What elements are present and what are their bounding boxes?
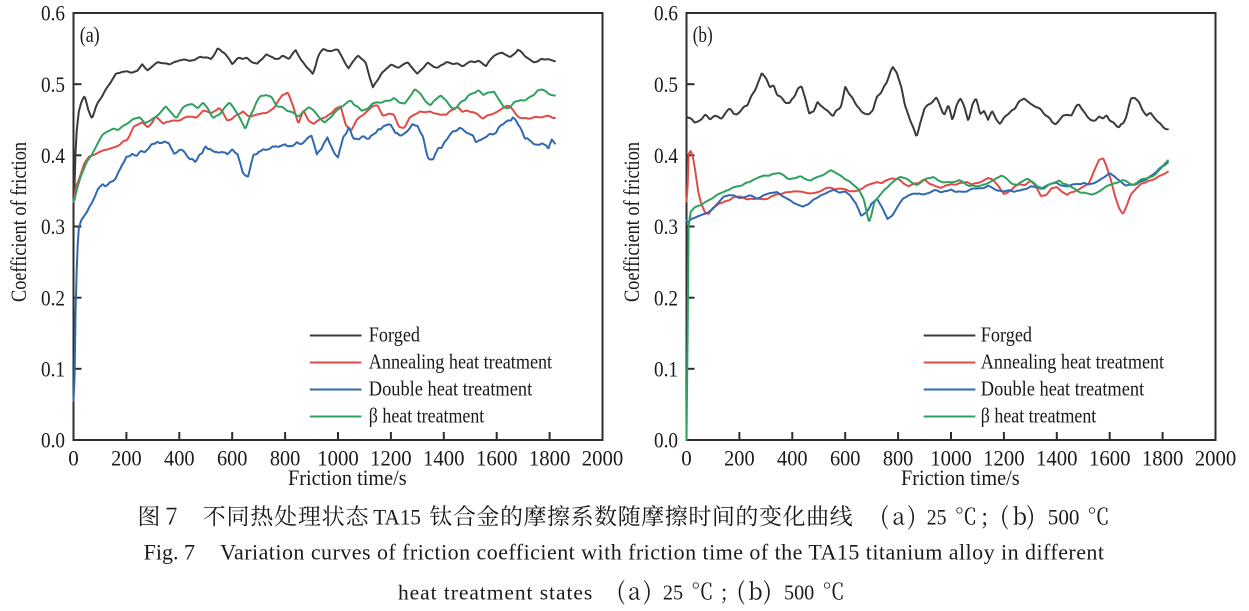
svg-text:1800: 1800 [529,445,571,470]
svg-text:25: 25 [663,581,683,605]
svg-text:1600: 1600 [1089,445,1131,470]
svg-text:25: 25 [927,505,947,530]
svg-text:2000: 2000 [1195,445,1237,470]
svg-text:1400: 1400 [1036,445,1078,470]
svg-text:0: 0 [68,445,79,470]
svg-text:0.2: 0.2 [41,285,65,310]
svg-text:0.6: 0.6 [654,1,678,26]
svg-text:(a): (a) [80,22,100,47]
svg-text:1200: 1200 [983,445,1025,470]
svg-text:Annealing heat treatment: Annealing heat treatment [981,349,1164,373]
svg-text:0.4: 0.4 [654,143,678,168]
svg-text:TA15: TA15 [373,505,421,530]
svg-text:800: 800 [883,445,914,470]
svg-text:500: 500 [784,581,814,605]
svg-text:0.5: 0.5 [654,72,678,97]
svg-text:heat treatment states: heat treatment states [398,581,592,605]
svg-text:0.2: 0.2 [654,285,678,310]
svg-text:1000: 1000 [317,445,359,470]
svg-text:1000: 1000 [930,445,972,470]
svg-text:(b): (b) [693,22,713,47]
svg-text:1800: 1800 [1142,445,1184,470]
svg-text:Coefficient of friction: Coefficient of friction [619,142,644,302]
svg-text:400: 400 [164,445,195,470]
svg-text:2000: 2000 [582,445,624,470]
svg-text:Forged: Forged [369,322,421,346]
svg-text:400: 400 [777,445,808,470]
svg-text:β heat treatment: β heat treatment [369,403,485,427]
svg-text:Double heat treatment: Double heat treatment [981,376,1145,400]
svg-text:600: 600 [217,445,248,470]
svg-text:200: 200 [111,445,142,470]
svg-text:0.0: 0.0 [41,428,65,453]
svg-text:Forged: Forged [981,322,1033,346]
svg-text:0.1: 0.1 [41,356,65,381]
svg-text:0.3: 0.3 [654,214,678,239]
svg-text:200: 200 [724,445,755,470]
svg-text:1400: 1400 [423,445,465,470]
svg-text:1200: 1200 [370,445,412,470]
svg-text:0.3: 0.3 [41,214,65,239]
svg-text:0: 0 [681,445,692,470]
svg-text:Variation curves of friction c: Variation curves of friction coefficient… [220,540,1104,565]
svg-text:0.0: 0.0 [654,428,678,453]
svg-text:Annealing heat treatment: Annealing heat treatment [369,349,552,373]
svg-text:Friction time/s: Friction time/s [288,465,407,490]
svg-text:800: 800 [270,445,301,470]
svg-text:600: 600 [830,445,861,470]
svg-text:0.4: 0.4 [41,143,65,168]
svg-text:500: 500 [1048,505,1080,530]
svg-text:0.6: 0.6 [41,1,65,26]
svg-text:Double heat treatment: Double heat treatment [369,376,533,400]
svg-text:β heat treatment: β heat treatment [981,403,1097,427]
svg-text:Friction time/s: Friction time/s [901,465,1020,490]
svg-text:Coefficient of friction: Coefficient of friction [6,142,31,302]
svg-text:0.5: 0.5 [41,72,65,97]
svg-text:Fig. 7: Fig. 7 [144,540,195,565]
svg-text:0.1: 0.1 [654,356,678,381]
svg-text:1600: 1600 [476,445,518,470]
